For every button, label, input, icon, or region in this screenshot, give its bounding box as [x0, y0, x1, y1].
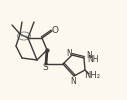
Text: N: N — [66, 48, 72, 58]
Text: N: N — [86, 52, 92, 60]
Text: NH: NH — [88, 55, 99, 64]
Text: NH₂: NH₂ — [84, 70, 100, 80]
Text: bos: bos — [20, 34, 28, 38]
Text: N: N — [70, 76, 76, 86]
Text: O: O — [52, 26, 59, 35]
Text: S: S — [42, 64, 48, 72]
